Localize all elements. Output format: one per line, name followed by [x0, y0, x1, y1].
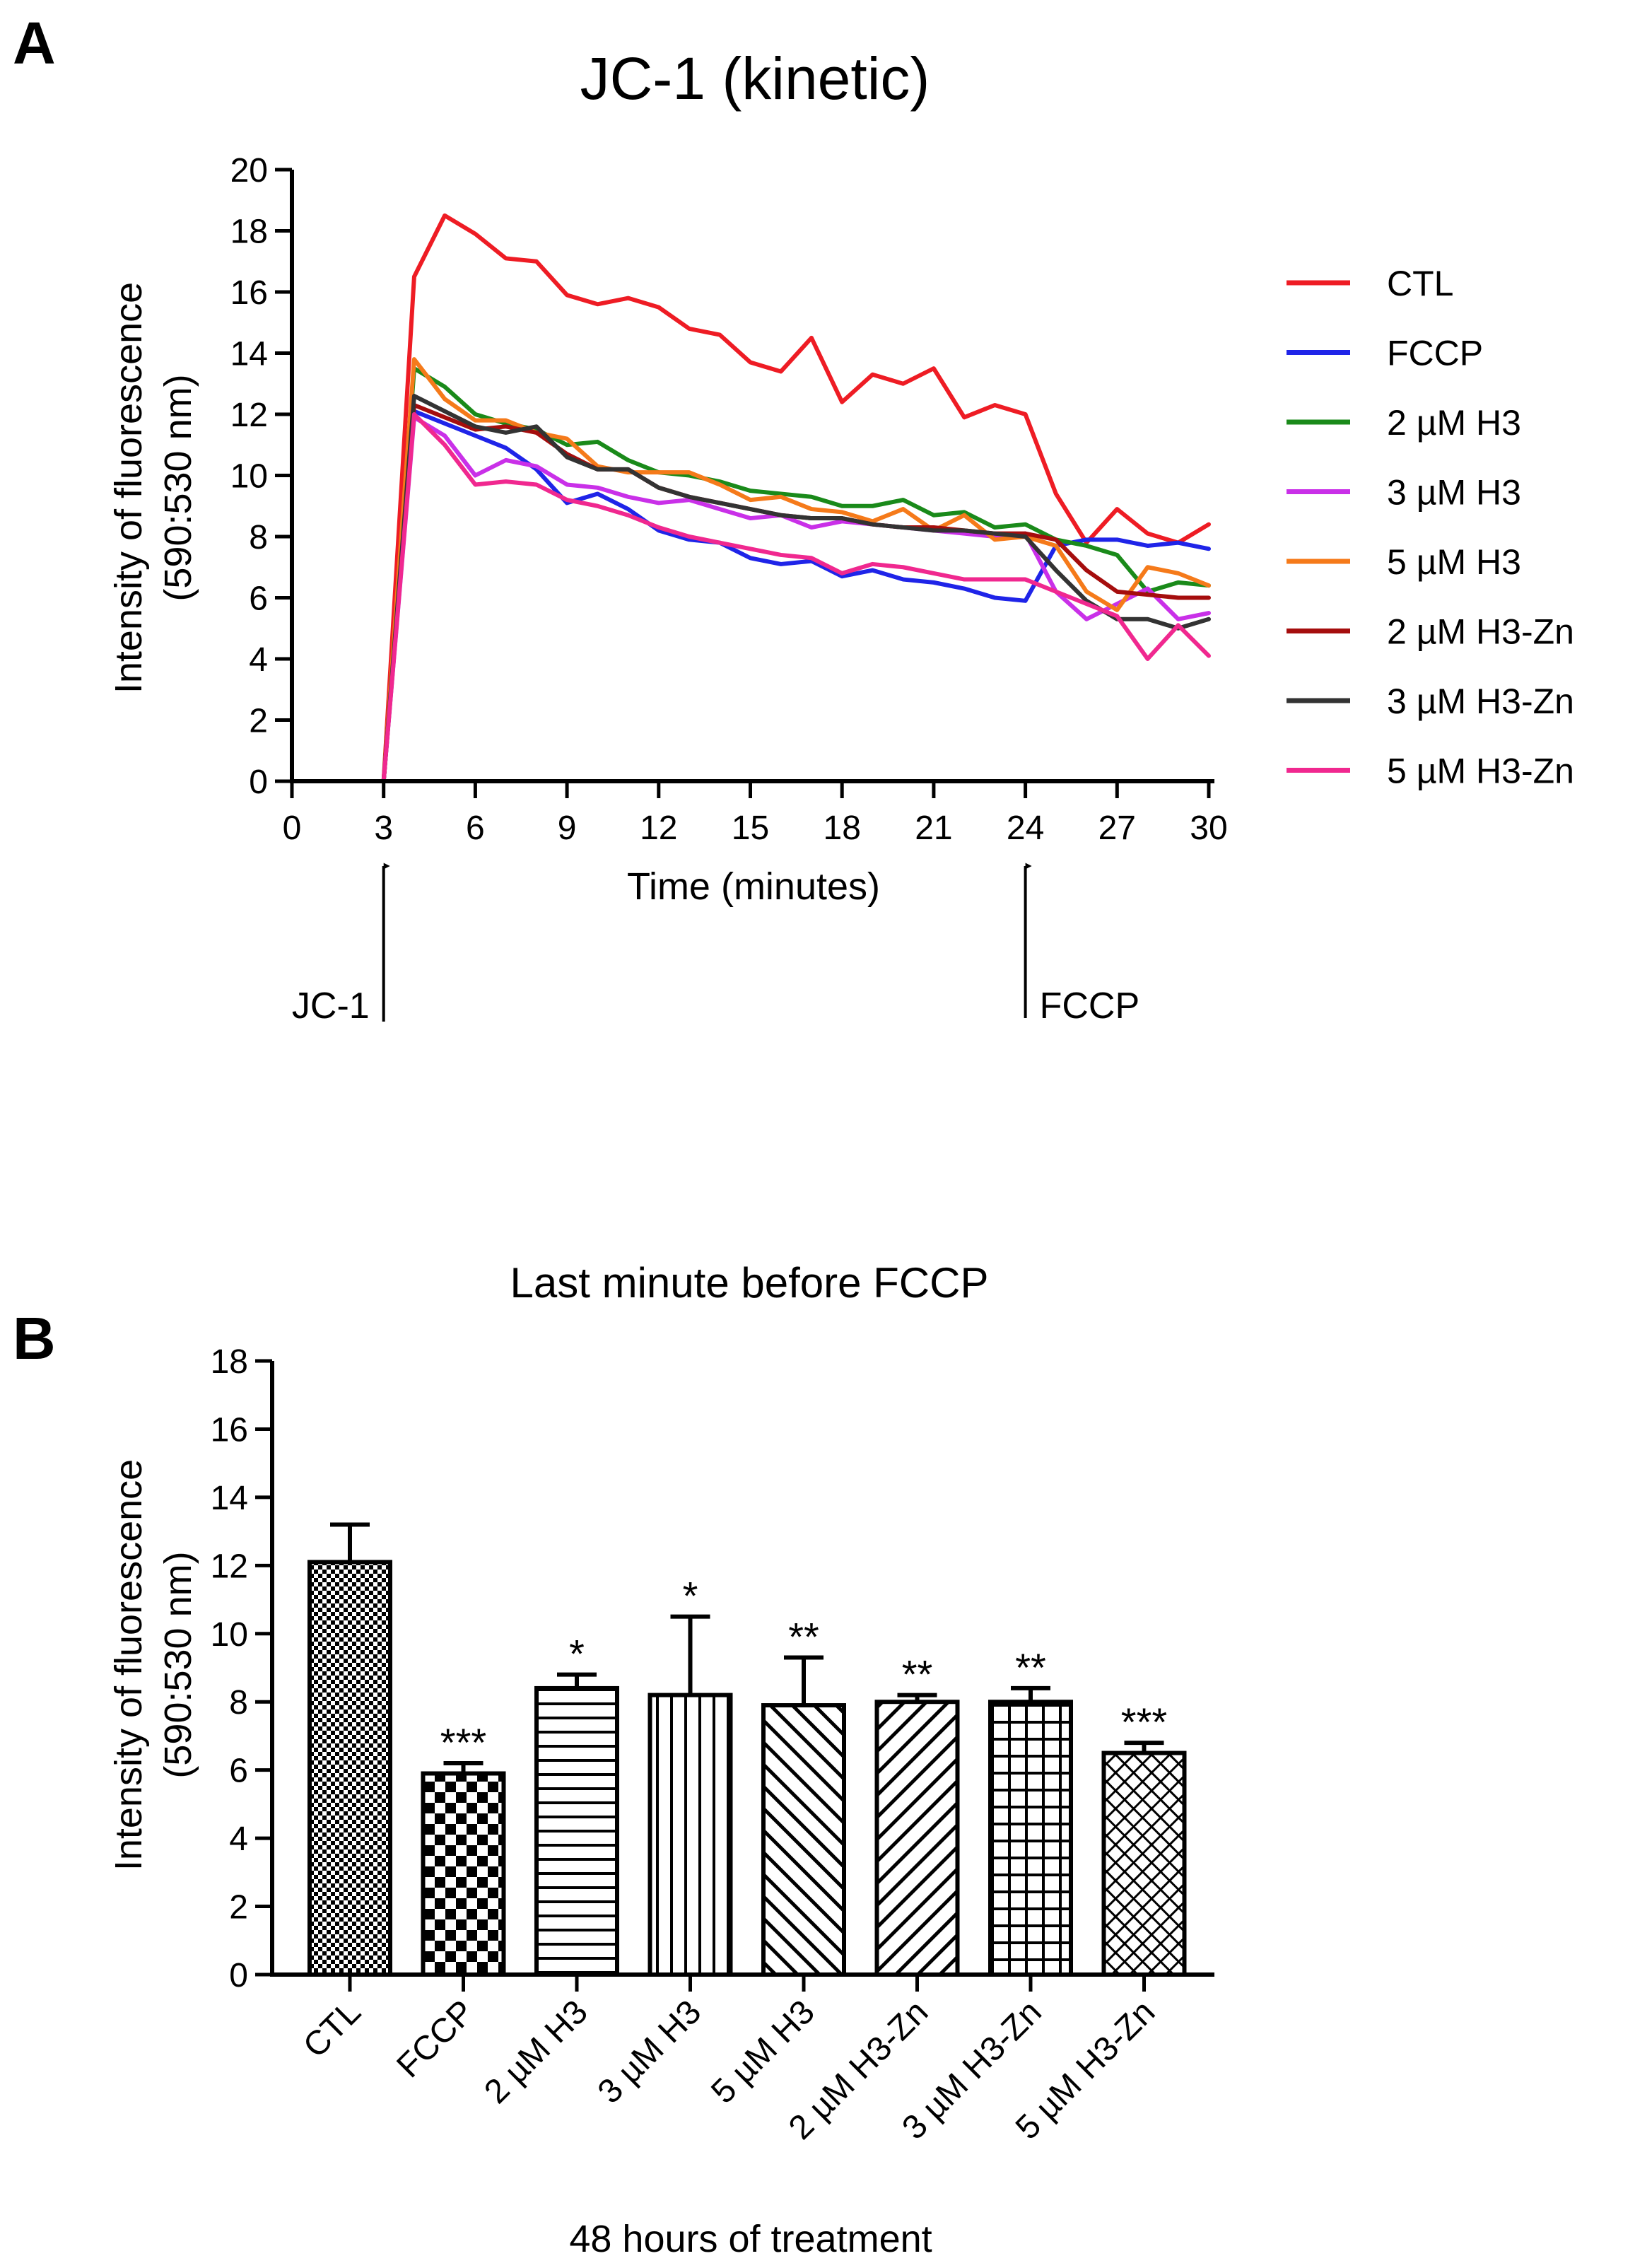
significance-3-um-h3: *	[683, 1574, 698, 1618]
panel-a-label: A	[13, 10, 56, 76]
chart-b-xlabel: 48 hours of treatment	[569, 2218, 932, 2260]
legend-label-3-um-h3: 3 µM H3	[1387, 473, 1521, 513]
legend-label-fccp: FCCP	[1387, 334, 1483, 373]
bar-fccp	[421, 1771, 506, 1977]
chart-b-title: Last minute before FCCP	[510, 1259, 989, 1307]
chart-b-ytick-label: 16	[211, 1411, 248, 1449]
legend-label-ctl: CTL	[1387, 264, 1453, 303]
chart-a-xtick-label: 18	[824, 809, 861, 847]
significance-fccp: ***	[440, 1720, 486, 1765]
chart-a-xtick-label: 24	[1007, 809, 1044, 847]
significance-5-um-h3: **	[788, 1615, 819, 1659]
chart-b-bars: ********* *****	[307, 1522, 1187, 1977]
bar-3-um-h3-zn	[988, 1700, 1073, 1977]
chart-a-xtick-label: 15	[732, 809, 769, 847]
bar-3-um-h3	[647, 1693, 733, 1977]
chart-b-ylabel-line2: (590:530 nm)	[157, 1551, 199, 1778]
category-label-ctl: CTL	[296, 1993, 368, 2065]
significance-3-um-h3-zn: **	[1015, 1645, 1046, 1690]
legend-label-2-um-h3: 2 µM H3	[1387, 403, 1521, 443]
chart-a-ytick-label: 0	[249, 764, 268, 801]
chart-a-xtick-label: 0	[283, 809, 302, 847]
significance-2-um-h3: *	[569, 1632, 585, 1676]
category-label-5-um-h3: 5 µM H3	[704, 1993, 821, 2110]
chart-b-ytick-label: 10	[211, 1616, 248, 1654]
panel-b-label: B	[13, 1305, 56, 1372]
series-line-ctl	[290, 213, 1211, 783]
category-label-3-um-h3: 3 µM H3	[591, 1993, 708, 2110]
bar-2-um-h3	[534, 1685, 619, 1977]
chart-b-ticks: 0 2 4 6 8 10 12 14 16 18	[211, 1343, 272, 1994]
series-line-5-um-h3-zn	[290, 412, 1211, 783]
significance-5-um-h3-zn: ***	[1121, 1700, 1167, 1744]
chart-a-xtick-label: 30	[1190, 809, 1227, 847]
legend-label-5-um-h3: 5 µM H3	[1387, 542, 1521, 582]
chart-a-xtick-label: 12	[640, 809, 677, 847]
chart-a-ytick-label: 8	[249, 519, 268, 556]
chart-a-xtick-label: 27	[1098, 809, 1136, 847]
bar-5-um-h3-zn	[1101, 1750, 1187, 1977]
chart-a-series	[290, 213, 1211, 783]
chart-a-title: JC-1 (kinetic)	[580, 45, 930, 112]
bar-5-um-h3	[761, 1703, 846, 1977]
series-line-3-um-h3-zn	[290, 394, 1211, 783]
jc1-annotation: JC-1	[292, 986, 370, 1027]
chart-a-ytick-label: 2	[249, 703, 268, 740]
chart-a-xlabel: Time (minutes)	[627, 865, 880, 908]
chart-b-ytick-label: 0	[229, 1957, 248, 1994]
chart-b-ytick-label: 4	[229, 1820, 248, 1858]
chart-b-ylabel-line1: Intensity of fluorescence	[107, 1459, 150, 1871]
chart-b-ytick-label: 2	[229, 1889, 248, 1927]
chart-b-ytick-label: 18	[211, 1343, 248, 1381]
chart-a-xtick-label: 3	[374, 809, 393, 847]
chart-a-ytick-label: 12	[230, 397, 268, 434]
fccp-annotation: FCCP	[1040, 986, 1140, 1027]
chart-a-ytick-label: 16	[230, 274, 268, 312]
chart-b-ytick-label: 8	[229, 1684, 248, 1722]
chart-a-ytick-label: 20	[230, 152, 268, 189]
chart-a-annotations: JC-1 FCCP	[292, 863, 1140, 1027]
significance-2-um-h3-zn: **	[902, 1652, 933, 1697]
chart-a-ylabel-line2: (590:530 nm)	[157, 374, 199, 601]
chart-a-ylabel-line1: Intensity of fluorescence	[107, 282, 150, 694]
chart-a-xtick-label: 21	[915, 809, 952, 847]
chart-a-legend: CTL FCCP 2 µM H3 3 µM H3 5 µM H3 2 µM H3-Zn 3 …	[1287, 264, 1574, 791]
series-line-5-um-h3	[290, 357, 1211, 783]
chart-a-xtick-label: 6	[466, 809, 485, 847]
legend-label-5-um-h3-zn: 5 µM H3-Zn	[1387, 752, 1574, 791]
chart-a-xtick-label: 9	[558, 809, 577, 847]
series-line-2-um-h3-zn	[290, 403, 1211, 783]
legend-label-2-um-h3-zn: 2 µM H3-Zn	[1387, 612, 1574, 652]
chart-b-ytick-label: 14	[211, 1480, 248, 1517]
category-label-2-um-h3: 2 µM H3	[477, 1993, 594, 2110]
category-label-fccp: FCCP	[389, 1993, 481, 2085]
chart-a-ytick-label: 14	[230, 336, 268, 373]
chart-a-ytick-label: 6	[249, 580, 268, 618]
chart-a-ytick-label: 18	[230, 214, 268, 251]
chart-b-ytick-label: 12	[211, 1548, 248, 1585]
bar-2-um-h3-zn	[874, 1700, 960, 1977]
legend-label-3-um-h3-zn: 3 µM H3-Zn	[1387, 682, 1574, 721]
chart-a-ytick-label: 4	[249, 641, 268, 679]
chart-b-ytick-label: 6	[229, 1753, 248, 1790]
bar-ctl	[307, 1560, 392, 1977]
chart-a-ytick-label: 10	[230, 458, 268, 496]
